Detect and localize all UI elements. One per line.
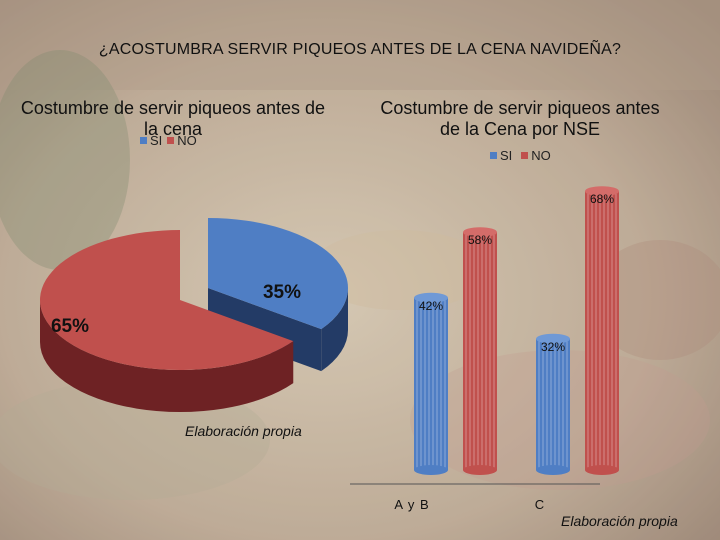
bar-bottom <box>585 465 619 475</box>
legend-swatch-no <box>521 152 529 159</box>
bar-chart: 42% 58% A y B 32% 68% C <box>350 186 619 512</box>
bar-si-1: 32% <box>536 333 570 475</box>
bar-data-label: 68% <box>590 192 614 206</box>
bar-data-label: 58% <box>468 233 492 247</box>
bar-data-label: 32% <box>541 340 565 354</box>
bar-si-0: 42% <box>414 292 448 475</box>
pie-slice-side <box>321 288 348 372</box>
pie-slice-no <box>39 230 294 371</box>
bar-body <box>463 232 497 470</box>
bar-credit: Elaboración propia <box>561 513 678 529</box>
legend-swatch-si <box>140 137 147 144</box>
pie-credit: Elaboración propia <box>185 423 302 439</box>
bar-data-label: 42% <box>419 299 443 313</box>
bar-bottom <box>463 465 497 475</box>
bar-bottom <box>414 465 448 475</box>
bar-top <box>536 333 570 344</box>
bar-top <box>585 186 619 197</box>
bar-top <box>414 292 448 303</box>
legend-swatch-no <box>167 137 175 144</box>
bar-top <box>463 227 497 238</box>
page-title: ¿ACOSTUMBRA SERVIR PIQUEOS ANTES DE LA C… <box>98 41 622 58</box>
bar-legend: SI NO <box>490 148 551 163</box>
bar-bottom <box>536 465 570 475</box>
legend-label-no: NO <box>531 148 551 163</box>
pie-legend: SI NO <box>140 133 197 148</box>
bar-body <box>536 338 570 470</box>
legend-label-si: SI <box>500 148 513 163</box>
x-tick-label: C <box>535 497 545 512</box>
pie-slice-si <box>208 218 348 330</box>
x-tick-label: A y B <box>394 497 429 512</box>
bar-body <box>414 297 448 470</box>
pie-slice-side <box>40 300 294 412</box>
bar-no-1: 68% <box>585 186 619 475</box>
bar-no-0: 58% <box>463 227 497 475</box>
legend-label-no: NO <box>177 133 197 148</box>
pie-data-label-si: 35% <box>263 282 301 303</box>
pie-data-label-no: 65% <box>51 316 89 337</box>
pie-chart-title: Costumbre de servir piqueos antes de la … <box>20 98 326 139</box>
bar-body <box>585 191 619 470</box>
bar-chart-title: Costumbre de servir piqueos antes de la … <box>380 98 660 139</box>
pie-chart: 35% 65% <box>39 218 348 412</box>
legend-swatch-si <box>490 152 497 159</box>
legend-label-si: SI <box>150 133 163 148</box>
